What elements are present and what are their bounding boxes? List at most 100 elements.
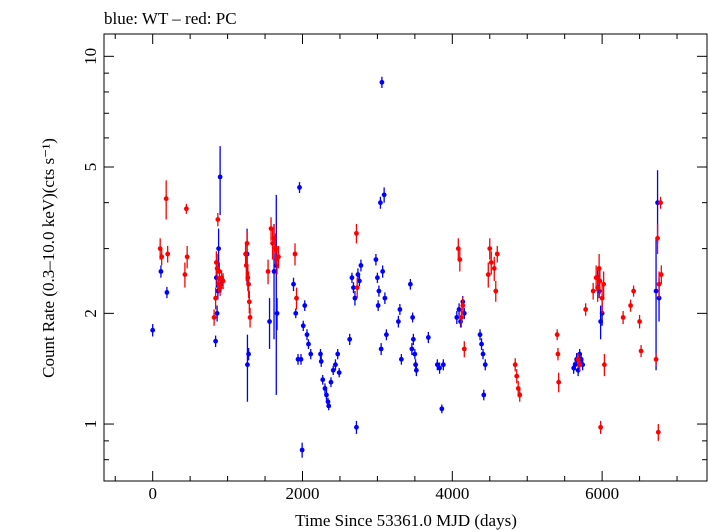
wt-data-point [398,356,404,362]
wt-data-point [382,295,388,301]
wt-data-point [291,281,296,287]
pc-data-point [597,278,603,284]
wt-data-point [376,288,382,294]
wt-data-point [456,307,462,312]
wt-data-point [358,263,364,268]
wt-data-point [375,275,380,281]
pc-data-point [493,288,499,294]
wt-data-point [274,310,280,316]
pc-data-point [628,303,633,308]
pc-data-point [354,285,360,290]
pc-data-point [163,196,169,202]
pc-data-point [159,254,165,260]
pc-data-point [244,240,250,246]
pc-data-point [637,319,642,324]
pc-data-point [184,254,190,260]
pc-data-point [598,424,604,430]
pc-data-point [512,362,518,368]
wt-data-point [158,269,164,274]
wt-data-point [216,246,222,251]
pc-data-point [658,272,664,277]
wt-data-point [440,362,446,368]
wt-data-point [299,447,305,453]
wt-data-point [439,406,445,412]
y-tick-label: 10 [81,48,100,65]
wt-data-point [379,79,385,85]
wt-data-point [482,362,488,368]
wt-data-point [217,174,223,180]
wt-data-point [330,367,336,373]
wt-data-point [308,351,314,357]
wt-data-point [354,424,359,430]
pc-data-point [554,332,560,338]
pc-data-point [620,314,626,320]
data-points [150,76,664,458]
pc-data-point [182,272,188,277]
wt-data-point [271,269,277,274]
wt-data-point [378,346,384,352]
wt-data-point [322,386,328,391]
wt-data-point [318,351,323,357]
wt-data-point [397,307,403,312]
wt-data-point [320,377,326,383]
wt-data-point [150,327,156,333]
plot-frame [103,33,708,482]
y-tick-label: 2 [81,309,100,318]
wt-data-point [333,362,338,368]
wt-data-point [480,351,486,357]
pc-data-point [276,254,281,260]
wt-data-point [407,281,413,287]
wt-data-point [335,351,341,357]
wt-data-point [373,257,379,263]
pc-data-point [487,246,493,251]
wt-data-point [375,303,381,308]
pc-data-point [213,260,219,265]
pc-data-point [265,269,271,274]
pc-data-point [216,269,222,274]
pc-data-point [655,429,661,435]
x-tick-label: 0 [148,484,157,503]
wt-data-point [326,403,332,409]
axis-ticks [104,34,707,481]
x-tick-label: 2000 [286,484,320,503]
wt-data-point [267,319,272,324]
pc-data-point [294,295,299,301]
wt-data-point [213,338,219,344]
pc-data-point [517,392,523,398]
wt-data-point [298,356,304,362]
wt-data-point [383,332,389,338]
pc-data-point [220,278,226,284]
x-tick-label: 6000 [585,484,619,503]
x-axis-label: Time Since 53361.0 MJD (days) [295,511,517,530]
wt-data-point [410,336,416,342]
pc-data-point [211,314,217,320]
pc-data-point [583,307,589,312]
wt-data-point [325,399,331,405]
y-axis-label: Count Rate (0.3–10.0 keV)(cts s⁻¹) [39,138,58,378]
pc-data-point [246,299,252,305]
x-tick-label: 4000 [435,484,469,503]
pc-data-point [655,235,660,241]
pc-data-point [514,373,520,379]
pc-data-point [601,281,607,287]
wt-data-point [164,290,170,295]
legend-note: blue: WT – red: PC [104,9,237,28]
pc-data-point [458,314,464,320]
wt-data-point [246,351,251,357]
wt-data-point [304,332,310,338]
wt-data-point [413,362,419,368]
wt-data-point [352,295,358,301]
pc-data-point [596,266,602,271]
wt-data-point [437,365,442,371]
wt-data-point [245,362,250,368]
pc-data-point [656,281,662,287]
wt-data-point [477,332,483,338]
wt-data-point [380,269,386,274]
wt-data-point [479,341,484,347]
wt-data-point [481,392,487,398]
wt-data-point [300,323,306,329]
wt-data-point [349,275,355,281]
wt-data-point [328,379,334,385]
wt-data-point [293,310,299,316]
